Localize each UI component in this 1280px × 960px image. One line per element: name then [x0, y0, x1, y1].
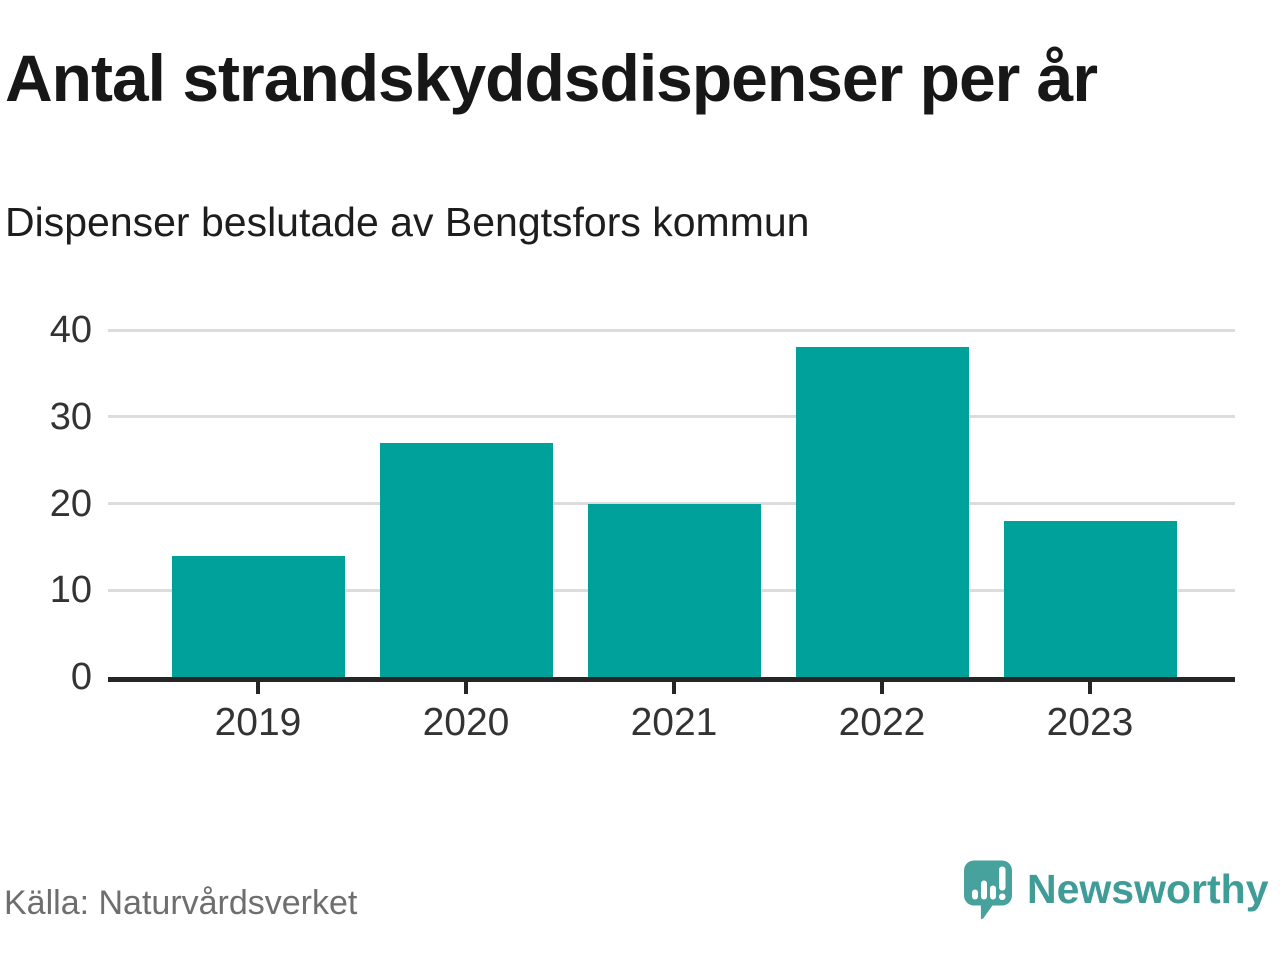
bar-2023 — [1003, 520, 1177, 677]
y-axis-label: 30 — [49, 395, 92, 438]
x-axis-label: 2019 — [214, 701, 302, 744]
tick-mark — [880, 681, 884, 694]
page-title: Antal strandskyddsdispenser per år — [5, 41, 1098, 115]
gridline — [108, 415, 1235, 419]
speech-bubble-bar-chart-icon — [963, 859, 1013, 922]
tick-mark — [256, 681, 260, 694]
tick-mark — [672, 681, 676, 694]
page-subtitle: Dispenser beslutade av Bengtsfors kommun — [5, 199, 810, 245]
y-axis-label: 0 — [70, 656, 92, 698]
bar-2020 — [379, 442, 553, 677]
tick-mark — [1088, 681, 1092, 694]
x-axis-label: 2022 — [838, 701, 926, 744]
x-axis-label: 2023 — [1046, 701, 1134, 744]
logo-wordmark: Newsworthy — [1027, 866, 1269, 912]
gridline — [108, 328, 1235, 332]
x-axis-label: 2021 — [630, 701, 718, 744]
source-text: Källa: Naturvårdsverket — [4, 884, 358, 922]
newsworthy-logo: Newsworthy — [963, 859, 1269, 922]
y-axis-label: 10 — [49, 569, 92, 612]
tick-mark — [464, 681, 468, 694]
x-axis-line — [108, 677, 1235, 682]
bar-2019 — [171, 555, 345, 677]
y-axis-label: 20 — [49, 482, 92, 525]
bar-2021 — [587, 503, 761, 677]
x-axis-label: 2020 — [422, 701, 510, 744]
bar-chart: 0 10 20 30 40 2019 2020 2021 2022 2023 — [49, 309, 1235, 744]
y-axis-label: 40 — [49, 309, 92, 351]
bar-2022 — [795, 347, 969, 677]
